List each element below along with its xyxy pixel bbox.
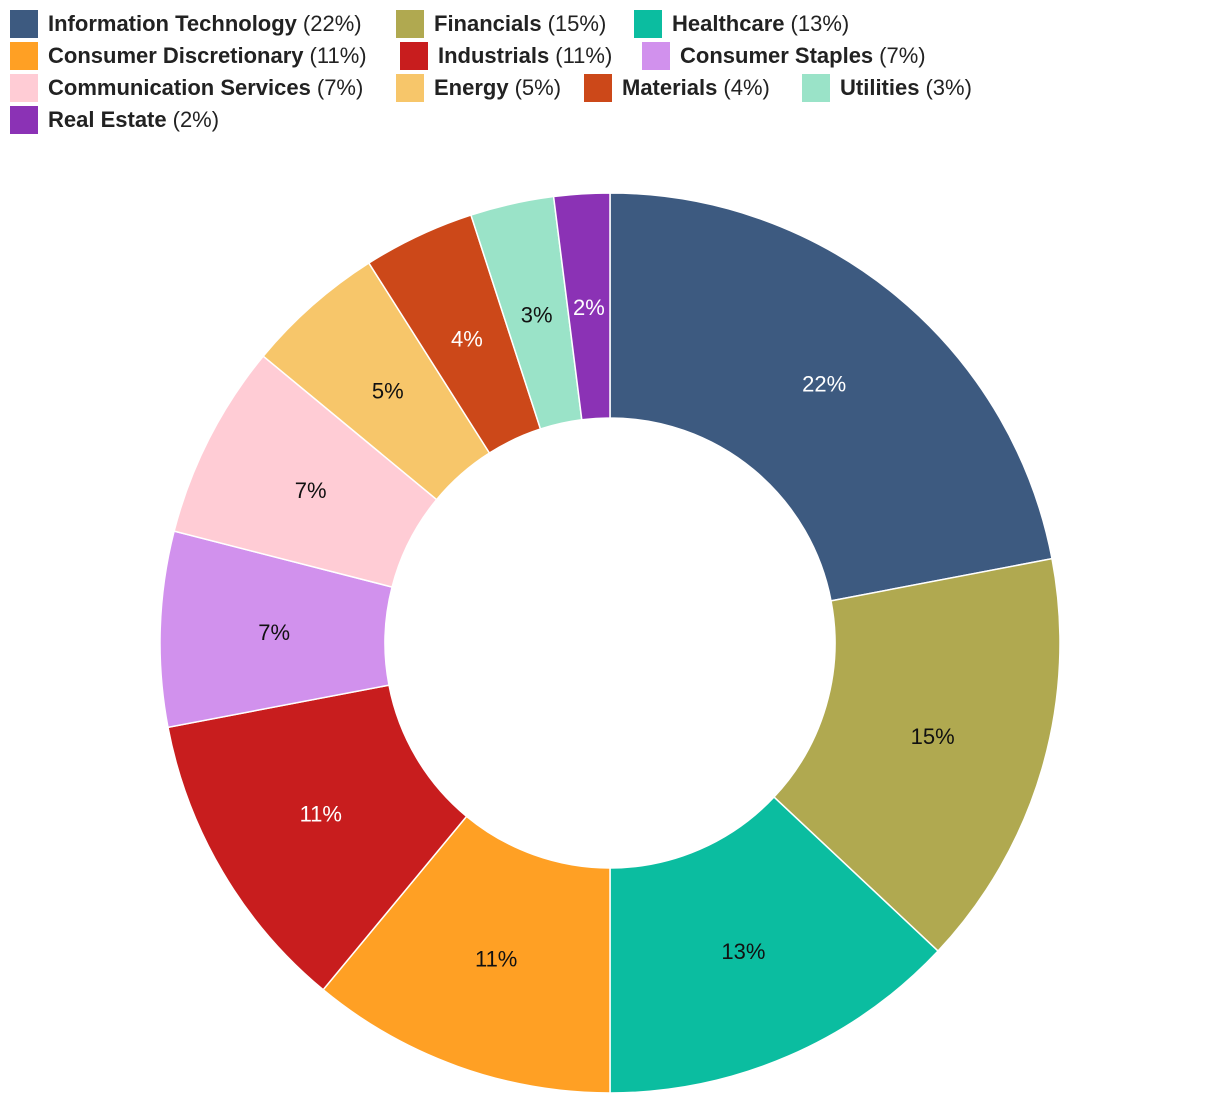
legend-item-communication-services[interactable]: Communication Services (7%) — [10, 72, 363, 104]
slice-consumer-discretionary[interactable] — [322, 815, 611, 1094]
legend-percent: (7%) — [316, 75, 364, 100]
slice-industrials[interactable] — [167, 684, 468, 991]
slice-information-technology[interactable] — [609, 192, 1053, 602]
legend-item-utilities[interactable]: Utilities (3%) — [802, 72, 972, 104]
legend-row: Real Estate (2%) — [10, 104, 1210, 136]
legend-swatch — [10, 42, 38, 70]
slice-label-financials: 15% — [911, 724, 955, 749]
legend-percent: (5%) — [514, 75, 562, 100]
legend-label: Materials — [622, 75, 718, 100]
legend-percent: (2%) — [172, 107, 220, 132]
slice-label-healthcare: 13% — [721, 939, 765, 964]
legend-item-financials[interactable]: Financials (15%) — [396, 8, 606, 40]
legend-item-consumer-staples[interactable]: Consumer Staples (7%) — [642, 40, 926, 72]
slice-label-real-estate: 2% — [573, 295, 605, 320]
slice-healthcare[interactable] — [609, 795, 940, 1094]
legend-label: Energy — [434, 75, 509, 100]
slice-real-estate[interactable] — [552, 192, 611, 421]
legend-swatch — [10, 106, 38, 134]
legend-label: Utilities — [840, 75, 920, 100]
legend-percent: (11%) — [309, 43, 367, 68]
legend-item-industrials[interactable]: Industrials (11%) — [400, 40, 612, 72]
legend-label: Industrials — [438, 43, 550, 68]
legend-swatch — [396, 74, 424, 102]
slice-label-consumer-discretionary: 11% — [475, 947, 517, 972]
slice-label-industrials: 11% — [300, 802, 342, 827]
legend-label: Information Technology — [48, 11, 297, 36]
legend-swatch — [10, 10, 38, 38]
legend-swatch — [802, 74, 830, 102]
slice-labels: 22% 15% 13% 11% 11% 7% 7% 5% 4% 3% 2% — [258, 295, 954, 971]
legend-percent: (15%) — [547, 11, 607, 36]
slice-label-information-technology: 22% — [802, 372, 846, 397]
legend-label: Healthcare — [672, 11, 785, 36]
slices — [159, 192, 1061, 1094]
legend-swatch — [584, 74, 612, 102]
legend-label: Financials — [434, 11, 542, 36]
legend-swatch — [634, 10, 662, 38]
legend-percent: (22%) — [302, 11, 362, 36]
legend-label: Communication Services — [48, 75, 311, 100]
slice-label-materials: 4% — [451, 326, 483, 351]
legend-row: Communication Services (7%) Energy (5%) … — [10, 72, 1210, 104]
slice-financials[interactable] — [772, 557, 1061, 953]
legend-swatch — [396, 10, 424, 38]
legend-item-consumer-discretionary[interactable]: Consumer Discretionary (11%) — [10, 40, 367, 72]
slice-label-energy: 5% — [372, 378, 404, 403]
legend-percent: (3%) — [925, 75, 972, 100]
legend-swatch — [400, 42, 428, 70]
slice-label-communication-services: 7% — [295, 478, 327, 503]
legend-item-information-technology[interactable]: Information Technology (22%) — [10, 8, 362, 40]
legend-percent: (7%) — [879, 43, 926, 68]
legend-label: Consumer Discretionary — [48, 43, 304, 68]
legend-item-energy[interactable]: Energy (5%) — [396, 72, 561, 104]
legend-row: Consumer Discretionary (11%) Industrials… — [10, 40, 1210, 72]
legend: Information Technology (22%) Financials … — [10, 8, 1210, 136]
legend-percent: (4%) — [723, 75, 770, 100]
legend-swatch — [642, 42, 670, 70]
legend-item-real-estate[interactable]: Real Estate (2%) — [10, 104, 219, 136]
legend-percent: (11%) — [555, 43, 613, 68]
legend-item-healthcare[interactable]: Healthcare (13%) — [634, 8, 849, 40]
legend-swatch — [10, 74, 38, 102]
legend-label: Real Estate — [48, 107, 167, 132]
legend-percent: (13%) — [790, 11, 850, 36]
slice-label-consumer-staples: 7% — [258, 620, 290, 645]
legend-row: Information Technology (22%) Financials … — [10, 8, 1210, 40]
legend-label: Consumer Staples — [680, 43, 874, 68]
slice-label-utilities: 3% — [521, 303, 553, 328]
legend-item-materials[interactable]: Materials (4%) — [584, 72, 770, 104]
